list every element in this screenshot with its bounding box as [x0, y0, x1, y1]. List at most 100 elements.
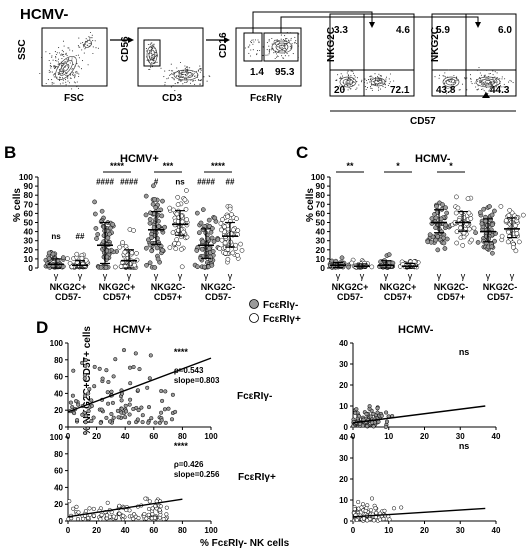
- facs-event-dot: [347, 74, 349, 76]
- facs-event-dot: [364, 86, 366, 88]
- facs-event-dot: [194, 75, 196, 77]
- facs-event-dot: [339, 76, 342, 78]
- data-point: [364, 412, 369, 417]
- data-point: [443, 205, 448, 211]
- data-point: [135, 388, 140, 393]
- data-point: [383, 424, 388, 429]
- data-point: [443, 222, 449, 228]
- data-point: [454, 194, 459, 200]
- data-point: [371, 518, 376, 523]
- facs-event-dot: [501, 86, 503, 88]
- panel-a: HCMV- SSC FSC CD56 CD3 1.4 95.3: [17, 6, 517, 127]
- facs-contour: [345, 80, 351, 84]
- data-point: [91, 513, 96, 518]
- facs-contour: [445, 78, 457, 86]
- facs-contour: [484, 80, 492, 84]
- facs-event-dot: [200, 68, 202, 70]
- y-tick-label: 0: [28, 263, 33, 273]
- facs-event-dot: [365, 88, 367, 91]
- data-point: [104, 415, 109, 420]
- facs-event-dot: [268, 40, 270, 42]
- group-label: NKG2C-: [151, 282, 186, 292]
- facs-event-dot: [442, 75, 444, 77]
- facs-event-dot: [350, 88, 352, 90]
- data-point: [505, 239, 511, 245]
- significance-label: ns: [459, 347, 470, 357]
- data-point: [107, 419, 113, 424]
- facs-event-dot: [78, 37, 80, 39]
- facs-event-dot: [277, 46, 279, 48]
- facs-event-dot: [193, 72, 195, 74]
- facs-event-dot: [83, 46, 85, 48]
- data-point: [489, 212, 495, 218]
- facs-event-dot: [295, 42, 297, 45]
- facs-event-dot: [152, 46, 154, 48]
- facs-event-dot: [150, 64, 152, 66]
- facs-event-dot: [288, 41, 290, 43]
- data-point: [200, 207, 206, 212]
- data-point: [80, 360, 85, 365]
- facs-event-dot: [378, 80, 380, 83]
- data-point: [507, 207, 513, 213]
- y-tick-label: 0: [344, 423, 349, 432]
- facs-event-dot: [61, 69, 63, 71]
- facs-event-dot: [45, 82, 47, 85]
- facs-event-dot: [66, 59, 68, 61]
- data-point: [94, 236, 99, 241]
- data-point: [161, 517, 166, 522]
- facs-event-dot: [74, 75, 76, 78]
- y-tick-label: 90: [316, 181, 326, 191]
- legend-label-pos: FcεRIγ+: [263, 314, 301, 325]
- facs-event-dot: [275, 39, 277, 41]
- facs-event-dot: [192, 79, 194, 81]
- data-point: [346, 264, 351, 270]
- facs-event-dot: [356, 81, 358, 83]
- data-point: [384, 410, 389, 415]
- x-tick-label: 0: [351, 432, 356, 441]
- data-point: [506, 229, 511, 235]
- facs-event-dot: [295, 39, 297, 42]
- facs-event-dot: [492, 70, 494, 72]
- facs-contour: [59, 60, 73, 76]
- facs-event-dot: [478, 67, 480, 69]
- data-point: [91, 415, 96, 420]
- facs-event-dot: [179, 61, 182, 64]
- facs-contour: [370, 77, 386, 87]
- data-point: [433, 237, 439, 243]
- y-tick-label: 100: [19, 172, 33, 182]
- facs-event-dot: [174, 90, 176, 92]
- facs-event-dot: [443, 82, 445, 84]
- facs-event-dot: [283, 45, 285, 47]
- facs-event-dot: [491, 81, 493, 83]
- data-point: [234, 216, 239, 222]
- data-point: [471, 225, 477, 231]
- facs-event-dot: [489, 81, 491, 83]
- facs-event-dot: [184, 78, 186, 80]
- facs-event-dot: [95, 47, 97, 49]
- data-point: [71, 368, 76, 373]
- data-point: [106, 401, 111, 406]
- group-label: NKG2C+: [332, 282, 369, 292]
- data-point: [89, 418, 94, 424]
- data-point: [107, 231, 112, 237]
- y-tick-label: 70: [316, 199, 326, 209]
- correlation-rho: ρ=0.426: [174, 460, 204, 469]
- significance-label: ****: [110, 161, 125, 171]
- facs-event-dot: [40, 56, 43, 59]
- facs-event-dot: [477, 80, 479, 82]
- facs-event-dot: [149, 56, 151, 58]
- panel-b-y-label: % cells: [12, 188, 23, 222]
- data-point: [83, 420, 88, 425]
- facs-frame: [431, 13, 517, 97]
- facs-density-cloud: [244, 31, 300, 60]
- data-point: [172, 241, 178, 246]
- x-tick-label: γ: [154, 271, 159, 281]
- facs-event-dot: [371, 84, 373, 86]
- data-point: [149, 248, 155, 254]
- facs-event-dot: [339, 77, 341, 79]
- facs-event-dot: [78, 66, 80, 68]
- facs-event-dot: [85, 43, 87, 45]
- facs-event-dot: [67, 47, 69, 49]
- data-point: [160, 247, 165, 253]
- data-point: [75, 418, 80, 423]
